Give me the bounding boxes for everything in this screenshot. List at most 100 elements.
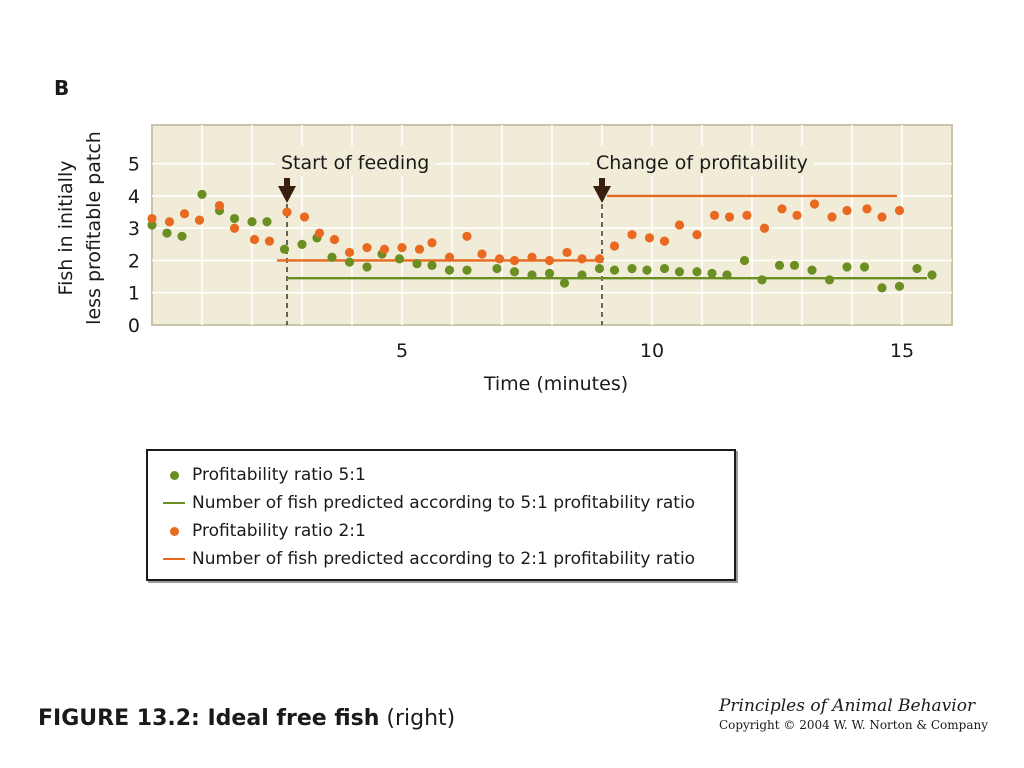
data-point [609, 241, 620, 251]
legend-item-predicted-5-1: Number of fish predicted according to 5:… [160, 489, 734, 517]
book-title: Principles of Animal Behavior [718, 696, 976, 716]
data-point [427, 238, 437, 248]
data-point [644, 233, 655, 243]
data-point [249, 234, 260, 245]
legend-item-predicted-2-1: Number of fish predicted according to 2:… [160, 545, 734, 573]
data-point [659, 236, 670, 246]
data-point [827, 212, 837, 222]
legend-item-ratio-2-1: Profitability ratio 2:1 [160, 517, 734, 545]
y-tick-label: 2 [128, 250, 140, 272]
caption-title: FIGURE 13.2: Ideal free fish [38, 706, 380, 731]
data-point [279, 244, 290, 254]
data-point [627, 263, 637, 274]
data-point [859, 262, 870, 272]
data-point [229, 213, 240, 224]
data-point [282, 207, 292, 217]
data-point [229, 223, 240, 233]
data-point [462, 265, 472, 275]
ideal-free-fish-chart: 0 1 2 3 4 5 5 10 15 Time (minutes) Fish in initial… [55, 124, 953, 395]
data-point [299, 212, 310, 222]
y-tick-label: 3 [128, 218, 140, 240]
data-point [412, 259, 422, 269]
y-tick-label: 5 [128, 154, 140, 176]
data-point [444, 265, 455, 275]
legend-label: Profitability ratio 5:1 [192, 465, 366, 485]
y-tick-label: 1 [128, 283, 140, 305]
source-credit: Principles of Animal Behavior Copyright … [719, 696, 988, 732]
data-point [809, 199, 820, 209]
data-point [707, 268, 717, 278]
figure-caption: FIGURE 13.2: Ideal free fish (right) [38, 706, 455, 731]
data-point [462, 231, 472, 241]
data-point [659, 263, 670, 274]
data-point [314, 228, 325, 238]
data-point [894, 205, 905, 216]
data-point [344, 257, 355, 267]
data-point [862, 204, 872, 214]
y-tick-label: 0 [128, 315, 140, 337]
legend-item-ratio-5-1: Profitability ratio 5:1 [160, 461, 734, 489]
annotation-label-background [275, 146, 436, 176]
data-point [577, 270, 587, 280]
x-axis-label: Time (minutes) [483, 373, 628, 395]
data-point [842, 205, 852, 216]
data-point [297, 239, 307, 249]
data-point [177, 231, 187, 241]
data-point [912, 263, 922, 274]
arrow-shaft-icon [284, 178, 290, 188]
data-point [774, 260, 785, 270]
data-point [927, 270, 937, 280]
orange-dot-icon [169, 526, 179, 536]
data-point [722, 270, 732, 280]
data-point [739, 255, 750, 266]
annotation-label-background [590, 146, 814, 176]
data-point [264, 236, 275, 246]
data-point [627, 230, 637, 240]
data-point [842, 262, 852, 272]
data-point [789, 260, 800, 270]
data-point [544, 268, 555, 278]
data-point [509, 255, 520, 266]
data-point [492, 263, 502, 274]
data-point [594, 254, 605, 264]
annotation-label: Start of feeding [281, 152, 429, 174]
data-point [877, 283, 887, 293]
data-point [674, 267, 685, 277]
data-point [477, 249, 487, 259]
y-axis-label: less profitable patch [83, 131, 105, 325]
data-point [397, 242, 407, 253]
chart-legend: Profitability ratio 5:1 Number of fish p… [146, 449, 736, 581]
data-point [194, 215, 205, 225]
data-point [327, 252, 337, 262]
data-point [724, 212, 735, 222]
x-tick-label: 15 [890, 340, 914, 362]
legend-label: Number of fish predicted according to 5:… [192, 493, 696, 513]
down-arrow-icon [593, 186, 611, 203]
data-point [527, 270, 537, 280]
data-point [444, 252, 455, 262]
orange-line-icon [163, 558, 185, 560]
data-point [214, 201, 225, 211]
green-line-icon [163, 502, 185, 504]
data-point [362, 242, 372, 253]
data-point [777, 204, 787, 214]
data-point [757, 275, 767, 285]
data-point [692, 267, 702, 277]
data-point [577, 254, 587, 264]
y-axis-label: Fish in initially [55, 161, 77, 296]
data-point [329, 234, 340, 245]
x-tick-label: 5 [396, 340, 408, 362]
data-point [559, 278, 570, 288]
data-point [162, 228, 172, 238]
data-point [877, 212, 887, 222]
data-point [262, 217, 272, 227]
data-point [527, 252, 537, 262]
data-point [509, 267, 520, 277]
data-point [609, 265, 620, 275]
data-point [362, 262, 372, 272]
data-point [692, 230, 702, 240]
down-arrow-icon [278, 186, 296, 203]
data-point [379, 244, 390, 254]
data-point [197, 189, 207, 199]
data-point [894, 281, 905, 291]
